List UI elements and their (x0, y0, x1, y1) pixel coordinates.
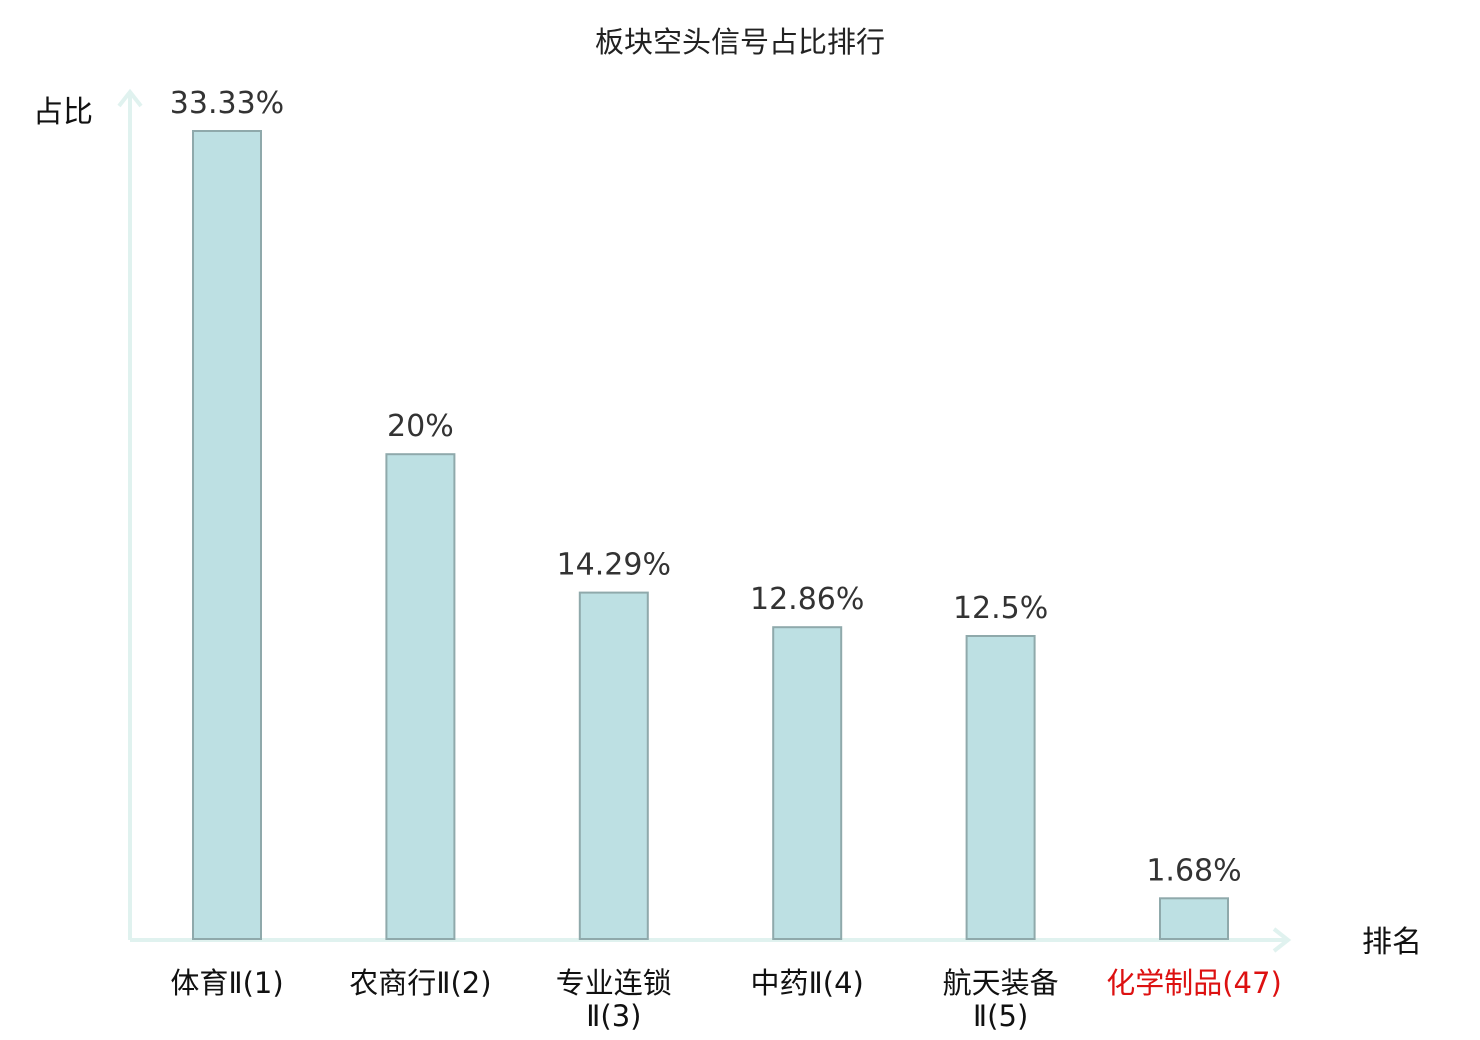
y-axis-arrow (117, 88, 143, 108)
value-label-3: 14.29% (557, 548, 671, 583)
value-label-2: 20% (387, 409, 454, 444)
bar-4 (772, 626, 843, 940)
category-label-3: 专业连锁 Ⅱ(3) (556, 966, 672, 1033)
bar-3 (578, 591, 649, 940)
bar-1 (192, 130, 262, 940)
y-axis-label: 占比 (33, 95, 93, 130)
bar-2 (385, 453, 456, 940)
value-label-5: 12.5% (953, 591, 1048, 626)
y-axis (117, 88, 143, 940)
value-label-1: 33.33% (170, 86, 284, 121)
bar-6 (1159, 897, 1229, 940)
value-label-4: 12.86% (750, 582, 864, 617)
x-axis-arrow (1272, 927, 1292, 953)
category-label-4: 中药Ⅱ(4) (751, 966, 864, 1000)
bar-5 (965, 635, 1036, 940)
category-label-5: 航天装备 Ⅱ(5) (943, 966, 1059, 1033)
bar-series (192, 130, 1229, 940)
category-label-1: 体育Ⅱ(1) (170, 966, 283, 1000)
value-labels: 33.33% 20% 14.29% 12.86% 12.5% 1.68% (170, 86, 1242, 888)
category-labels: 体育Ⅱ(1) 农商行Ⅱ(2) 专业连锁 Ⅱ(3) 中药Ⅱ(4) 航天装备 Ⅱ(5) 化学制品(… (170, 966, 1281, 1033)
category-label-2: 农商行Ⅱ(2) (349, 966, 491, 1000)
category-label-6: 化学制品(47) (1106, 966, 1282, 1000)
x-axis (130, 927, 1292, 953)
x-axis-label: 排名 (1362, 925, 1422, 960)
chart-title: 板块空头信号占比排行 (595, 25, 885, 59)
value-label-6: 1.68% (1146, 853, 1241, 888)
